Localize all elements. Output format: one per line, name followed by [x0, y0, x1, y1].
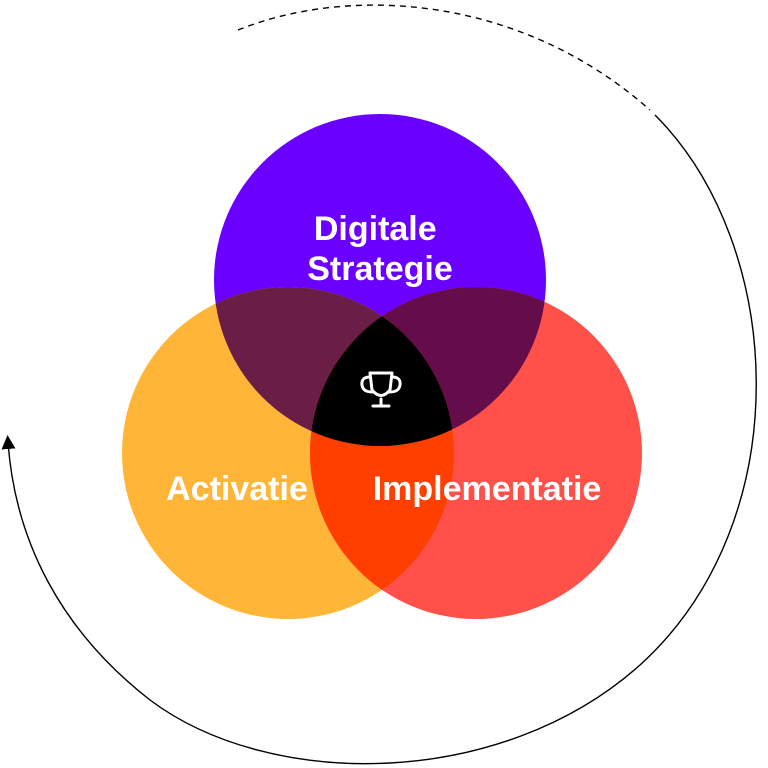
cycle-arrow-solid [1, 114, 757, 765]
label-strategy-line1: Digitale [314, 210, 437, 248]
trophy-icon [360, 371, 402, 408]
label-implementation: Implementatie [373, 470, 602, 508]
label-strategy: Digitale Strategie [307, 210, 453, 288]
label-activation: Activatie [166, 470, 308, 508]
overlap-center [310, 287, 454, 446]
label-strategy-line2: Strategie [307, 250, 453, 288]
cycle-arrow-dashed [237, 4, 651, 111]
